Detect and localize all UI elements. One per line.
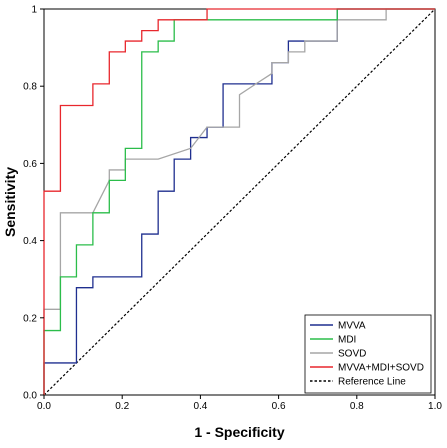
y-tick-label: 0.6 bbox=[23, 159, 37, 170]
x-tick-label: 0.4 bbox=[193, 401, 207, 412]
series-layer bbox=[43, 8, 436, 396]
x-axis-title: 1 - Specificity bbox=[194, 424, 284, 440]
legend-box bbox=[304, 314, 432, 394]
x-tick-label: 0.6 bbox=[272, 401, 286, 412]
x-tick-label: 0.2 bbox=[115, 401, 129, 412]
series-line-reference-line bbox=[43, 8, 436, 396]
y-axis-title: Sensitivity bbox=[2, 167, 18, 237]
y-tick-label: 0.2 bbox=[23, 313, 37, 324]
y-tick-label: 1 bbox=[31, 5, 37, 16]
x-axis: 0.0 0.2 0.4 0.6 0.8 1.0 bbox=[37, 395, 442, 412]
legend-label: SOVD bbox=[338, 349, 366, 360]
legend-label: MDI bbox=[338, 335, 356, 346]
series-line-sovd bbox=[43, 8, 435, 395]
y-tick-label: 0.4 bbox=[23, 236, 37, 247]
x-tick-label: 0.0 bbox=[37, 401, 51, 412]
legend-label: MVVA+MDI+SOVD bbox=[338, 363, 424, 374]
legend: MVVA MDI SOVD MVVA+MDI+SOVD Reference Line bbox=[304, 314, 432, 394]
y-tick-label: 0.0 bbox=[23, 391, 37, 402]
legend-label: MVVA bbox=[338, 321, 366, 332]
x-tick-label: 1.0 bbox=[428, 401, 442, 412]
y-tick-label: 0.8 bbox=[23, 82, 37, 93]
legend-label: Reference Line bbox=[338, 377, 406, 388]
x-tick-label: 0.8 bbox=[350, 401, 364, 412]
y-axis: 0.0 0.2 0.4 0.6 0.8 1 bbox=[23, 5, 44, 402]
series-line-mvva-mdi-sovd bbox=[43, 8, 435, 395]
